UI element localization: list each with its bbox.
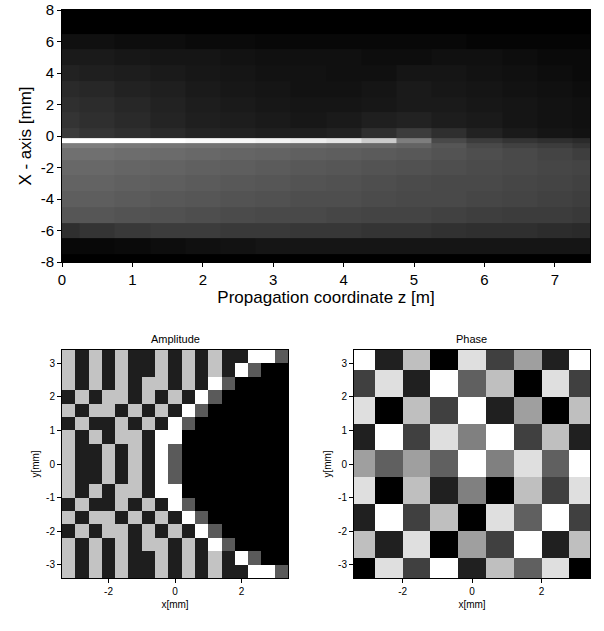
svg-text:x[mm]: x[mm] bbox=[458, 599, 485, 610]
svg-text:y[mm]: y[mm] bbox=[322, 450, 333, 477]
svg-text:5: 5 bbox=[410, 271, 418, 288]
svg-text:-1: -1 bbox=[338, 492, 347, 503]
svg-text:-1: -1 bbox=[46, 492, 55, 503]
svg-text:2: 2 bbox=[539, 586, 545, 597]
svg-text:2: 2 bbox=[49, 391, 55, 402]
svg-text:-4: -4 bbox=[41, 190, 54, 207]
svg-text:-3: -3 bbox=[46, 559, 55, 570]
svg-text:0: 0 bbox=[172, 586, 178, 597]
svg-text:Amplitude: Amplitude bbox=[151, 333, 200, 345]
svg-text:-2: -2 bbox=[41, 159, 54, 176]
svg-text:Propagation coordinate z [m]: Propagation coordinate z [m] bbox=[217, 288, 434, 307]
svg-text:2: 2 bbox=[199, 271, 207, 288]
svg-text:4: 4 bbox=[339, 271, 347, 288]
svg-text:0: 0 bbox=[49, 459, 55, 470]
svg-text:1: 1 bbox=[49, 425, 55, 436]
svg-text:0: 0 bbox=[58, 271, 66, 288]
svg-text:-3: -3 bbox=[338, 559, 347, 570]
svg-text:2: 2 bbox=[46, 96, 54, 113]
svg-text:8: 8 bbox=[46, 1, 54, 18]
svg-text:X - axis [mm]: X - axis [mm] bbox=[16, 86, 35, 185]
svg-text:y[mm]: y[mm] bbox=[30, 450, 41, 477]
svg-text:-2: -2 bbox=[398, 586, 407, 597]
svg-text:1: 1 bbox=[341, 425, 347, 436]
svg-text:1: 1 bbox=[128, 271, 136, 288]
svg-text:-2: -2 bbox=[338, 526, 347, 537]
svg-text:0: 0 bbox=[46, 127, 54, 144]
svg-text:Phase: Phase bbox=[456, 333, 487, 345]
svg-text:6: 6 bbox=[480, 271, 488, 288]
svg-text:3: 3 bbox=[49, 358, 55, 369]
svg-text:-6: -6 bbox=[41, 222, 54, 239]
svg-text:2: 2 bbox=[341, 391, 347, 402]
svg-text:2: 2 bbox=[239, 586, 245, 597]
svg-text:-2: -2 bbox=[104, 586, 113, 597]
svg-text:7: 7 bbox=[551, 271, 559, 288]
svg-text:0: 0 bbox=[341, 459, 347, 470]
svg-text:0: 0 bbox=[469, 586, 475, 597]
svg-text:-2: -2 bbox=[46, 526, 55, 537]
svg-text:-8: -8 bbox=[41, 253, 54, 270]
svg-text:4: 4 bbox=[46, 64, 54, 81]
svg-text:3: 3 bbox=[341, 358, 347, 369]
svg-text:6: 6 bbox=[46, 33, 54, 50]
svg-text:3: 3 bbox=[269, 271, 277, 288]
svg-text:x[mm]: x[mm] bbox=[161, 599, 188, 610]
